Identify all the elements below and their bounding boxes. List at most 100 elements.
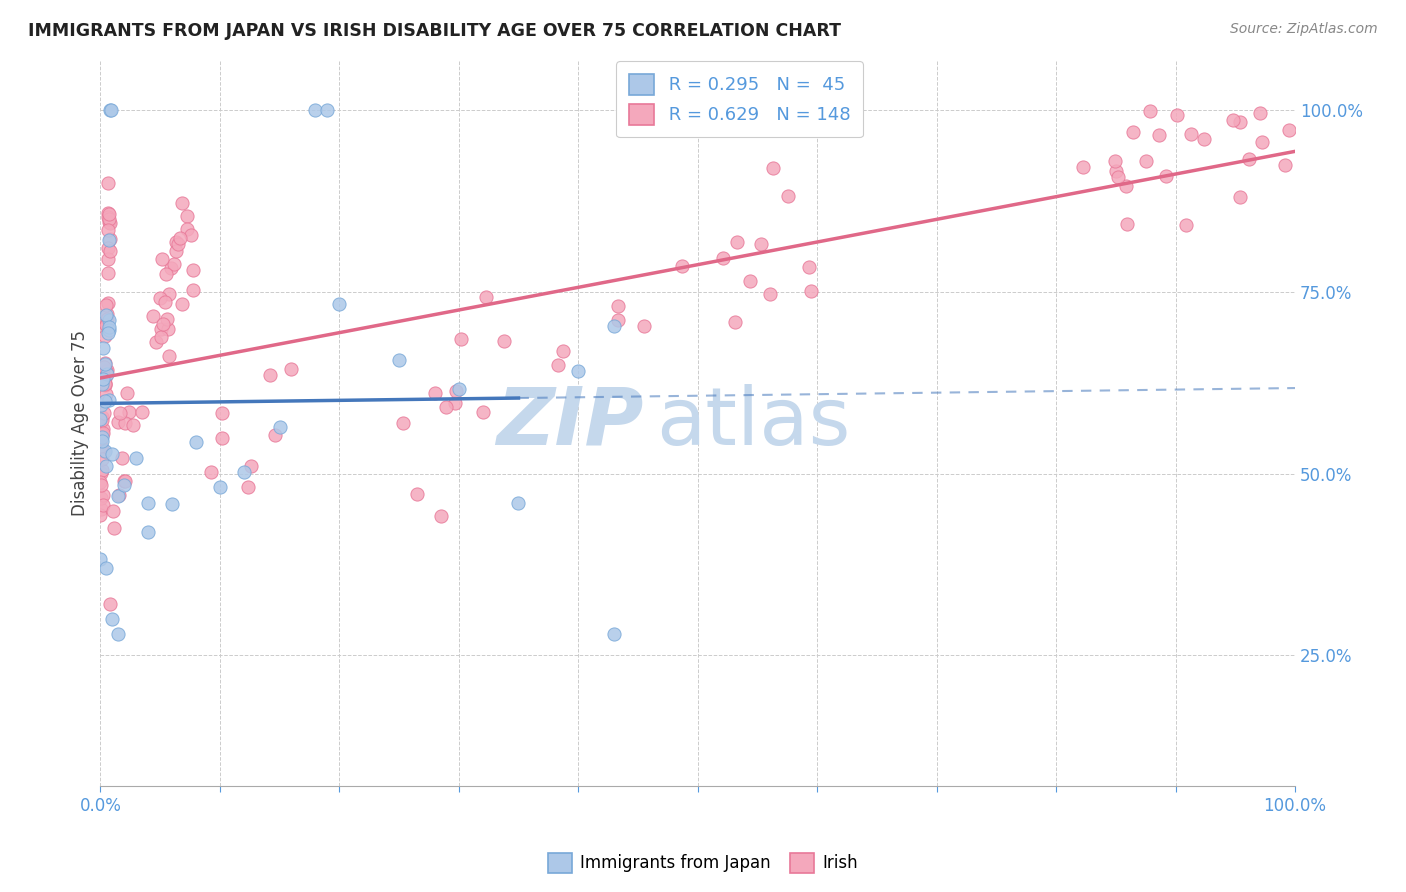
Point <box>1071 160 1094 174</box>
Point <box>165 244 187 259</box>
Point <box>1122 125 1144 139</box>
Point <box>152 317 174 331</box>
Point <box>89 475 111 490</box>
Point <box>98 233 121 247</box>
Point <box>94 444 117 458</box>
Point <box>91 372 114 386</box>
Point <box>101 612 124 626</box>
Point <box>107 489 129 503</box>
Point <box>606 299 628 313</box>
Point <box>1274 158 1296 172</box>
Point <box>90 466 112 480</box>
Point <box>738 274 761 288</box>
Point <box>94 329 117 343</box>
Point <box>1139 103 1161 118</box>
Point <box>97 295 120 310</box>
Point <box>181 283 204 297</box>
Point <box>759 287 782 301</box>
Point <box>145 334 167 349</box>
Point <box>269 420 291 434</box>
Point <box>471 404 494 418</box>
Point <box>108 488 131 502</box>
Point <box>90 428 112 442</box>
Point <box>508 496 530 510</box>
Point <box>1237 152 1260 166</box>
Point <box>98 313 121 327</box>
Point <box>90 478 112 492</box>
Point <box>97 222 120 236</box>
Point <box>423 386 446 401</box>
Point <box>91 341 114 355</box>
Point <box>713 252 735 266</box>
Point <box>91 410 114 425</box>
Point <box>160 497 183 511</box>
Point <box>328 297 350 311</box>
Point <box>91 451 114 466</box>
Point <box>90 430 112 444</box>
Point <box>1105 163 1128 178</box>
Point <box>776 188 799 202</box>
Point <box>1175 219 1198 233</box>
Point <box>607 313 630 327</box>
Point <box>97 323 120 337</box>
Point <box>1166 108 1188 122</box>
Point <box>107 415 129 429</box>
Point <box>208 480 231 494</box>
Point <box>157 286 180 301</box>
Point <box>800 284 823 298</box>
Point <box>97 240 120 254</box>
Point <box>97 210 120 224</box>
Point <box>90 439 112 453</box>
Point <box>91 426 114 441</box>
Y-axis label: Disability Age Over 75: Disability Age Over 75 <box>72 330 89 516</box>
Point <box>94 459 117 474</box>
Point <box>136 524 159 539</box>
Point <box>98 215 121 229</box>
Point <box>166 237 188 252</box>
Point <box>157 322 180 336</box>
Point <box>181 263 204 277</box>
Point <box>169 231 191 245</box>
Point <box>240 458 263 473</box>
Point <box>547 358 569 372</box>
Point <box>1229 190 1251 204</box>
Point <box>1229 114 1251 128</box>
Point <box>97 252 120 267</box>
Text: ZIP: ZIP <box>496 384 644 462</box>
Legend:  R = 0.295   N =  45,  R = 0.629   N = 148: R = 0.295 N = 45, R = 0.629 N = 148 <box>616 62 863 137</box>
Point <box>89 508 111 523</box>
Point <box>259 368 281 383</box>
Point <box>799 260 821 275</box>
Point <box>107 626 129 640</box>
Point <box>90 431 112 445</box>
Point <box>392 416 415 430</box>
Point <box>125 450 148 465</box>
Point <box>98 319 121 334</box>
Point <box>114 417 136 431</box>
Point <box>176 222 198 236</box>
Point <box>172 195 194 210</box>
Point <box>94 364 117 378</box>
Point <box>723 315 745 329</box>
Point <box>157 349 180 363</box>
Point <box>1147 128 1170 142</box>
Point <box>98 103 121 118</box>
Point <box>316 103 339 118</box>
Point <box>1180 127 1202 141</box>
Point <box>90 491 112 505</box>
Point <box>117 405 139 419</box>
Point <box>1107 169 1129 184</box>
Point <box>236 480 259 494</box>
Legend: Immigrants from Japan, Irish: Immigrants from Japan, Irish <box>541 847 865 880</box>
Point <box>1249 106 1271 120</box>
Point <box>567 364 589 378</box>
Point <box>211 406 233 420</box>
Point <box>1135 154 1157 169</box>
Point <box>603 318 626 333</box>
Point <box>94 387 117 401</box>
Point <box>170 296 193 310</box>
Point <box>103 521 125 535</box>
Point <box>93 394 115 409</box>
Point <box>114 475 136 489</box>
Point <box>90 502 112 516</box>
